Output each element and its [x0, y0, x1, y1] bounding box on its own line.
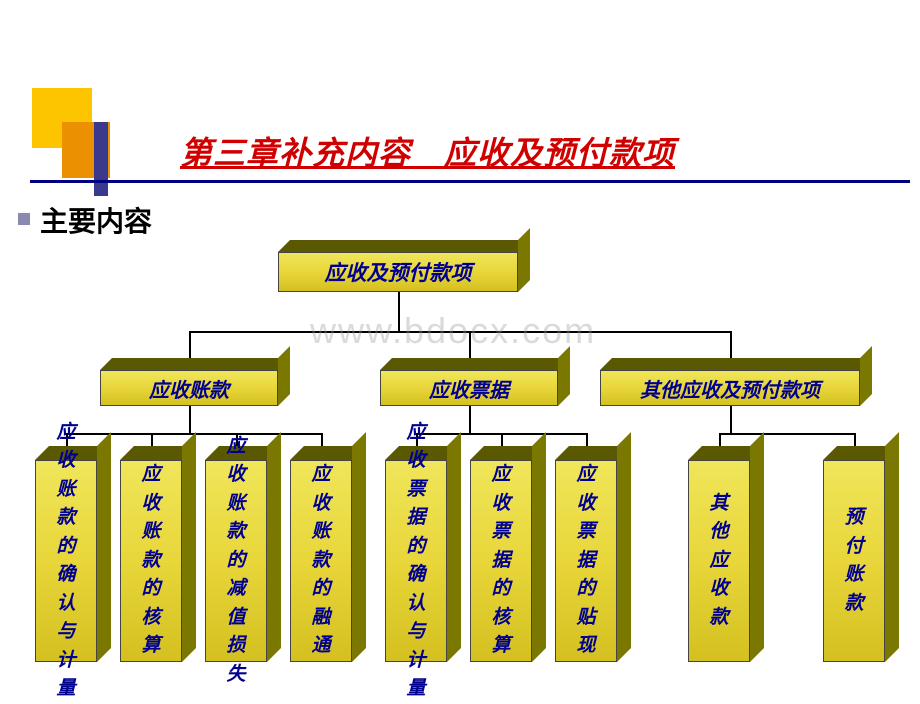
tree-node-label: 应收账款的确认与计量 — [57, 419, 76, 704]
header-line — [30, 180, 910, 183]
tree-node: 预付账款 — [823, 446, 885, 662]
connector — [719, 433, 854, 435]
subtitle-bullet — [18, 213, 30, 225]
tree-node-label: 应收账款的融通 — [312, 461, 331, 661]
deco-navy-strip — [94, 122, 108, 196]
tree-node-label: 应收及预付款项 — [325, 257, 472, 287]
tree-node-label: 应收票据的确认与计量 — [407, 419, 426, 704]
tree-node: 应收票据的确认与计量 — [385, 446, 447, 662]
tree-node: 应收账款的减值损失 — [205, 446, 267, 662]
tree-node: 应收账款的融通 — [290, 446, 352, 662]
connector — [469, 406, 471, 433]
tree-node: 应收账款的确认与计量 — [35, 446, 97, 662]
tree-node: 应收账款的核算 — [120, 446, 182, 662]
tree-node: 应收账款 — [100, 358, 278, 406]
tree-node: 应收票据的核算 — [470, 446, 532, 662]
connector — [189, 406, 191, 433]
watermark: www.bdocx.com — [310, 310, 596, 352]
tree-node-label: 其他应收款 — [710, 490, 729, 633]
subtitle: 主要内容 — [40, 200, 152, 240]
tree-node: 其他应收款 — [688, 446, 750, 662]
tree-node-label: 其他应收及预付款项 — [640, 374, 820, 403]
tree-node-label: 应收票据的贴现 — [577, 461, 596, 661]
tree-node-label: 预付账款 — [845, 504, 864, 618]
tree-node-label: 应收票据的核算 — [492, 461, 511, 661]
tree-node: 应收票据 — [380, 358, 558, 406]
tree-node: 应收及预付款项 — [278, 240, 518, 292]
tree-node: 应收票据的贴现 — [555, 446, 617, 662]
tree-node-label: 应收账款的减值损失 — [227, 433, 246, 690]
connector — [730, 406, 732, 433]
page-title: 第三章补充内容 应收及预付款项 — [180, 128, 675, 174]
tree-node-label: 应收账款的核算 — [142, 461, 161, 661]
tree-node: 其他应收及预付款项 — [600, 358, 860, 406]
tree-node-label: 应收账款 — [149, 374, 229, 403]
tree-node-label: 应收票据 — [429, 374, 509, 403]
